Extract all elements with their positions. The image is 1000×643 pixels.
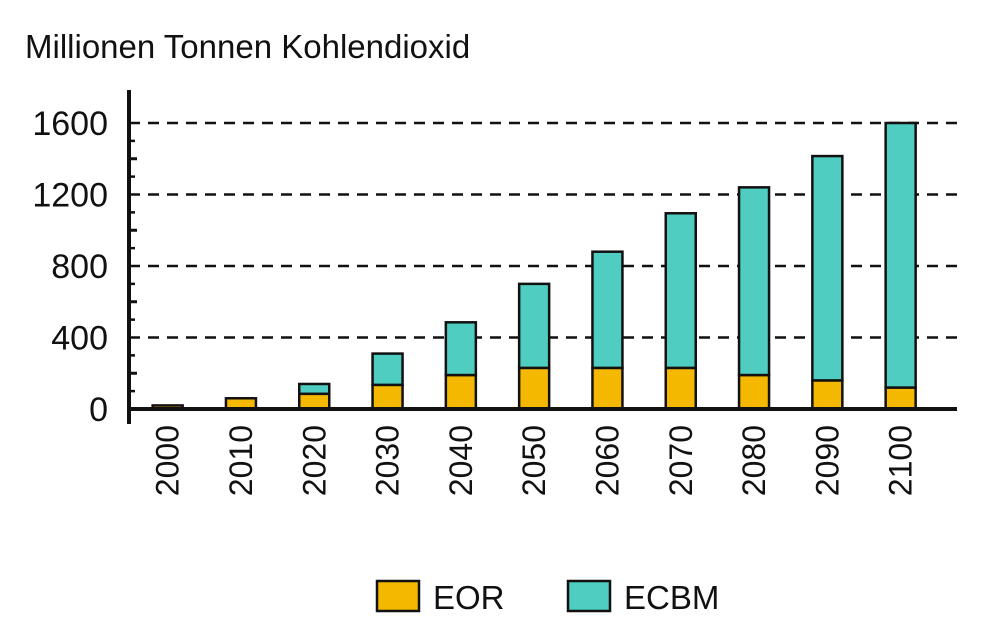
bar-eor-2070	[664, 366, 697, 411]
bar-ecbm-2070	[664, 212, 697, 370]
x-tick-label: 2070	[663, 425, 699, 496]
bar-eor-2020	[298, 392, 331, 411]
bar-ecbm-2060	[591, 250, 624, 370]
x-tick-label: 2090	[809, 425, 845, 496]
bar-eor-2060	[591, 366, 624, 411]
chart-title: Millionen Tonnen Kohlendioxid	[25, 28, 470, 65]
y-tick-label: 400	[51, 320, 108, 358]
bar-ecbm-2040	[444, 321, 478, 377]
y-tick-label: 1600	[32, 105, 108, 143]
x-tick-label: 2080	[736, 425, 772, 496]
bar-ecbm-2020	[298, 382, 331, 396]
bar-ecbm-2050	[517, 282, 551, 370]
bar-eor-2080	[737, 373, 771, 411]
x-tick-label: 2010	[223, 425, 259, 496]
bar-ecbm-2030	[371, 352, 404, 387]
y-tick-label: 0	[89, 391, 108, 429]
bar-eor-2090	[811, 379, 844, 411]
bar-eor-2100	[884, 386, 917, 411]
x-tick-label: 2100	[883, 425, 919, 496]
legend-swatch-ecbm	[566, 579, 612, 613]
x-tick-labels: 2000 2010 2020 2030 2040 2050 2060 2070 2080 2090…	[150, 425, 919, 496]
bar-ecbm-2090	[811, 154, 844, 382]
x-tick-label: 2000	[150, 425, 186, 496]
x-tick-label: 2040	[443, 425, 479, 496]
bar-eor-2030	[371, 383, 404, 411]
axes	[127, 90, 957, 424]
x-tick-label: 2030	[370, 425, 406, 496]
bar-eor-2050	[517, 366, 551, 411]
legend-label-eor: EOR	[433, 579, 505, 616]
bar-eor-2040	[444, 373, 478, 411]
y-tick-label: 800	[51, 248, 108, 286]
legend: EOR ECBM	[375, 579, 719, 616]
bars	[151, 121, 917, 411]
y-tick-labels: 0 400 800 1200 1600	[32, 105, 108, 429]
bar-ecbm-2100	[884, 121, 917, 389]
legend-swatch-eor	[375, 579, 421, 613]
x-tick-label: 2050	[516, 425, 552, 496]
x-tick-label: 2060	[589, 425, 625, 496]
bar-ecbm-2080	[737, 186, 771, 377]
y-tick-label: 1200	[32, 177, 108, 215]
legend-label-ecbm: ECBM	[624, 579, 719, 616]
x-tick-label: 2020	[296, 425, 332, 496]
